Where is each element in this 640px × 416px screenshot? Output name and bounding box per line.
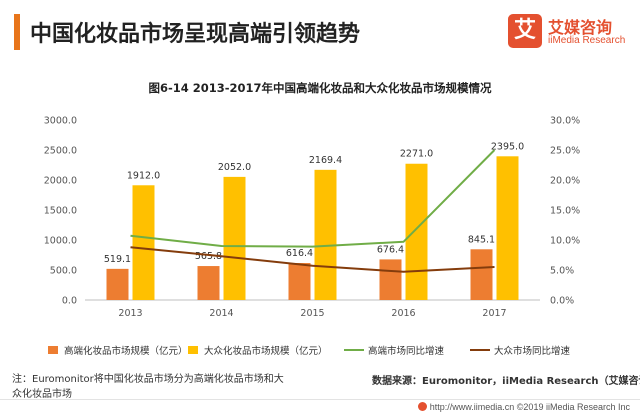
y-right-tick-label: 25.0% <box>550 146 580 157</box>
y-left-tick-label: 3000.0 <box>44 116 77 127</box>
x-tick-label: 2013 <box>118 308 142 319</box>
logo-english: iiMedia Research <box>548 35 626 46</box>
bar-data-label: 1912.0 <box>127 170 160 181</box>
x-tick-label: 2016 <box>391 308 415 319</box>
footer-divider <box>0 399 640 400</box>
logo-name: 艾媒咨询 <box>548 18 613 37</box>
y-left-tick-label: 1500.0 <box>44 206 77 217</box>
title-accent-bar <box>14 14 20 50</box>
y-right-tick-label: 15.0% <box>550 206 580 217</box>
legend-label: 大众市场同比增速 <box>494 345 571 357</box>
y-left-tick-label: 500.0 <box>50 266 77 277</box>
y-left-tick-label: 0.0 <box>62 296 77 307</box>
footer: http://www.iimedia.cn ©2019 iiMedia Rese… <box>417 402 630 412</box>
y-right-tick-label: 20.0% <box>550 176 580 187</box>
bar-data-label: 2169.4 <box>309 155 342 166</box>
legend-label: 高端市场同比增速 <box>368 345 445 357</box>
chart-title: 图6-14 2013-2017年中国高端化妆品和大众化妆品市场规模情况 <box>148 81 492 95</box>
y-left-tick-label: 1000.0 <box>44 236 77 247</box>
bar <box>132 185 155 300</box>
report-header: 中国化妆品市场呈现高端引领趋势 艾 艾媒咨询 iiMedia Research <box>0 0 640 62</box>
bar <box>314 169 337 300</box>
series-line <box>130 246 495 273</box>
bar <box>288 263 311 300</box>
series-line <box>130 149 496 248</box>
bar <box>223 176 246 300</box>
bar-data-label: 845.1 <box>468 234 495 245</box>
bar-data-label: 2395.0 <box>491 141 524 152</box>
bar-data-label: 565.8 <box>195 251 222 262</box>
x-tick-label: 2015 <box>300 308 324 319</box>
chart-note: 注：Euromonitor将中国化妆品市场分为高端化妆品市场和大众化妆品市场 <box>12 374 284 400</box>
legend-swatch <box>188 346 198 354</box>
bar <box>379 259 402 300</box>
logo-mark-icon: 艾 <box>508 14 542 48</box>
y-right-tick-label: 30.0% <box>550 116 580 127</box>
x-tick-label: 2017 <box>482 308 506 319</box>
y-left-tick-label: 2500.0 <box>44 146 77 157</box>
bar <box>197 266 220 300</box>
data-source: 数据来源：Euromonitor，iiMedia Research（艾媒咨询） <box>372 376 640 387</box>
market-size-chart: 图6-14 2013-2017年中国高端化妆品和大众化妆品市场规模情况 0.0 50… <box>44 81 580 357</box>
bar-data-label: 676.4 <box>377 244 404 255</box>
page-title: 中国化妆品市场呈现高端引领趋势 <box>30 22 361 47</box>
bar <box>405 163 428 300</box>
legend-swatch <box>48 346 58 354</box>
y-right-tick-label: 5.0% <box>550 266 574 277</box>
bar-data-label: 519.1 <box>104 254 131 265</box>
iimedia-logo: 艾 艾媒咨询 iiMedia Research <box>508 14 630 52</box>
y-right-tick-label: 10.0% <box>550 236 580 247</box>
footer-text: http://www.iimedia.cn ©2019 iiMedia Rese… <box>429 402 630 412</box>
legend-label: 高端化妆品市场规模（亿元） <box>64 345 188 357</box>
bar <box>470 249 493 300</box>
bar <box>106 268 129 300</box>
bar-data-label: 2052.0 <box>218 162 251 173</box>
globe-icon <box>417 402 427 411</box>
bar <box>496 156 519 300</box>
bar-data-label: 2271.0 <box>400 149 433 160</box>
x-tick-label: 2014 <box>209 308 233 319</box>
legend-label: 大众化妆品市场规模（亿元） <box>204 345 328 357</box>
bar-data-label: 616.4 <box>286 248 313 259</box>
y-left-tick-label: 2000.0 <box>44 176 77 187</box>
y-right-tick-label: 0.0% <box>550 296 574 307</box>
